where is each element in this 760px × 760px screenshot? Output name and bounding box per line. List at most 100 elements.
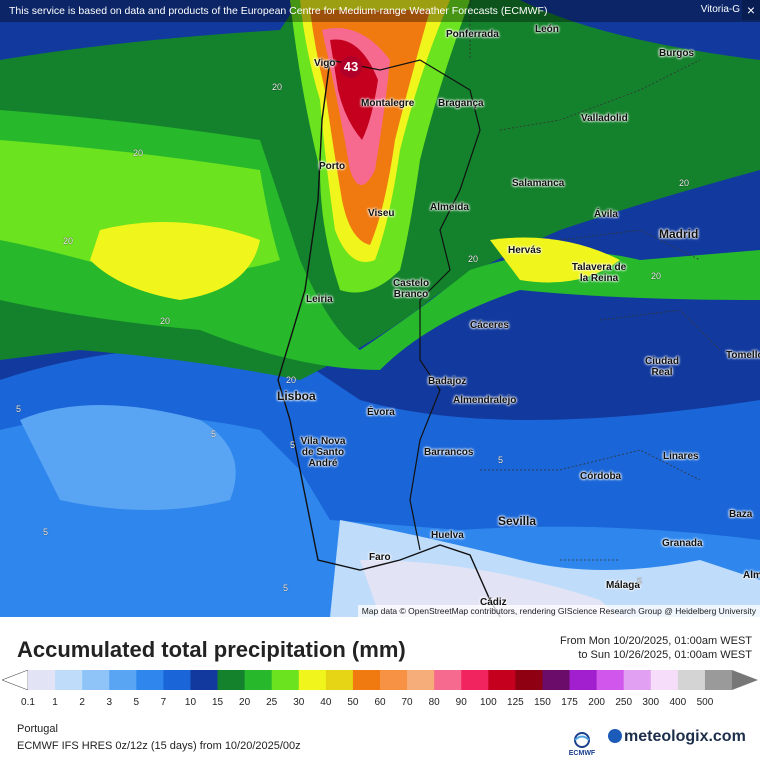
city-label-leiria: Leiria [306, 294, 333, 305]
city-label-almeria: Alm [743, 570, 760, 581]
scale-tick-label: 125 [507, 697, 524, 708]
corner-place-label: Vitoria-G [700, 4, 740, 15]
scale-swatch [190, 670, 219, 690]
scale-swatch [163, 670, 191, 690]
contour-label: 5 [43, 527, 49, 537]
scale-tick-label: 30 [293, 697, 305, 708]
scale-swatch [407, 670, 435, 690]
precipitation-map[interactable]: This service is based on data and produc… [0, 0, 760, 617]
contour-label: 20 [63, 236, 74, 246]
scale-swatch [488, 670, 516, 690]
contour-label: 5 [637, 576, 643, 586]
date-range: From Mon 10/20/2025, 01:00am WEST to Sun… [560, 634, 752, 662]
city-label-talavera: Talavera de la Reina [571, 262, 627, 284]
ecmwf-disclaimer-banner: This service is based on data and produc… [0, 0, 760, 22]
scale-tick-label: 10 [184, 697, 197, 708]
scale-tick-label: 1 [52, 697, 58, 708]
scale-swatch [461, 670, 489, 690]
city-label-viseu: Viseu [368, 208, 395, 219]
scale-swatch [569, 670, 598, 690]
close-button[interactable]: × [742, 0, 760, 20]
city-label-valladolid: Valladolid [581, 113, 628, 124]
scale-swatch [325, 670, 354, 690]
contour-label: 20 [651, 271, 662, 281]
ecmwf-logo: ECMWF [569, 732, 596, 757]
scale-tick-label: 200 [588, 697, 605, 708]
contour-label: 20 [133, 148, 144, 158]
scale-swatch [623, 670, 652, 690]
scale-tick-label: 3 [106, 697, 112, 708]
scale-swatch [55, 670, 83, 690]
scale-tick-label: 150 [534, 697, 551, 708]
color-scale-bar [2, 670, 758, 690]
contour-label: 20 [286, 375, 297, 385]
scale-tick-label: 40 [320, 697, 332, 708]
contour-label: 20 [679, 178, 690, 188]
city-label-vigo: Vigo [314, 58, 336, 69]
city-label-ciudad-real: Ciudad Real [645, 356, 679, 378]
city-label-castelo-branco: Castelo Branco [392, 278, 430, 300]
scale-swatch [704, 670, 733, 690]
city-label-porto: Porto [319, 161, 346, 172]
legend-title: Accumulated total precipitation (mm) [17, 637, 406, 662]
scale-tick-label: 2 [79, 697, 85, 708]
city-label-tomelloso: Tomelloso [726, 350, 760, 361]
meteologix-logo[interactable]: meteologix.com [608, 728, 746, 746]
city-label-baza: Baza [729, 509, 753, 520]
svg-text:ECMWF: ECMWF [569, 750, 596, 757]
scale-tick-label: 500 [696, 697, 714, 708]
scale-arrow-right [732, 670, 758, 690]
region-label: Portugal [17, 723, 58, 735]
contour-label: 5 [290, 440, 296, 450]
city-label-badajoz: Badajoz [428, 376, 467, 387]
scale-tick-label: 80 [428, 697, 440, 708]
scale-tick-label: 90 [455, 697, 467, 708]
city-label-avila: Ávila [594, 209, 618, 220]
scale-tick-label: 20 [239, 697, 251, 708]
contour-label: 5 [211, 429, 217, 439]
contour-label: 20 [272, 82, 283, 92]
scale-swatch [596, 670, 625, 690]
city-label-faro: Faro [369, 552, 391, 563]
city-label-burgos: Burgos [659, 48, 694, 59]
scale-swatch [380, 670, 408, 690]
city-label-leon: León [535, 24, 559, 35]
date-from: From Mon 10/20/2025, 01:00am WEST [560, 635, 752, 647]
city-label-sevilla: Sevilla [498, 514, 537, 528]
scale-swatch [434, 670, 462, 690]
scale-tick-label: 5 [133, 697, 140, 708]
city-label-montalegre: Montalegre [361, 98, 415, 109]
scale-tick-label: 175 [561, 697, 578, 708]
city-label-braganca: Bragança [438, 98, 484, 109]
scale-tick-label: 25 [266, 697, 278, 708]
scale-arrow-left [2, 670, 29, 690]
legend-panel: Accumulated total precipitation (mm) Fro… [0, 617, 760, 760]
scale-tick-label: 400 [669, 697, 687, 708]
scale-tick-label: 300 [642, 697, 660, 708]
scale-tick-label: 50 [347, 697, 359, 708]
scale-swatch [244, 670, 273, 690]
map-attribution: Map data © OpenStreetMap contributors, r… [357, 605, 760, 617]
contour-label: 20 [468, 254, 479, 264]
scale-tick-label: 15 [211, 697, 224, 708]
scale-swatch [298, 670, 327, 690]
scale-tick-label: 100 [479, 697, 497, 708]
city-label-malaga: Málaga [606, 580, 640, 591]
scale-swatch [109, 670, 137, 690]
meteologix-brand-text: meteologix.com [624, 728, 746, 745]
scale-swatch [542, 670, 571, 690]
scale-swatch [515, 670, 543, 690]
scale-swatch [650, 670, 679, 690]
scale-tick-label: 250 [615, 697, 633, 708]
scale-swatch [271, 670, 300, 690]
contour-label: 5 [498, 455, 504, 465]
model-run-label: ECMWF IFS HRES 0z/12z (15 days) from 10/… [17, 740, 301, 752]
date-to: to Sun 10/26/2025, 01:00am WEST [578, 649, 752, 661]
city-label-cadiz: Cádiz [480, 597, 507, 608]
max-value-badge: 43 [340, 56, 362, 78]
city-label-almeida: Almeida [430, 202, 469, 213]
city-label-madrid: Madrid [659, 227, 699, 241]
contour-label: 5 [283, 583, 289, 593]
scale-swatch [217, 670, 246, 690]
contour-label: 5 [16, 404, 22, 414]
